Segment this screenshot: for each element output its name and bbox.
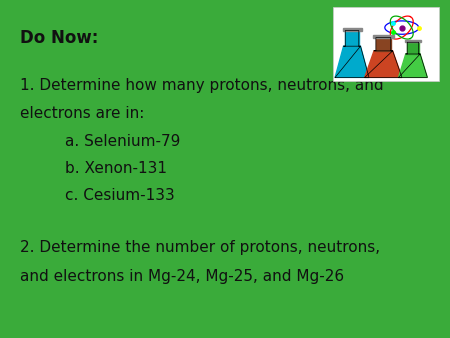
Polygon shape: [407, 42, 418, 54]
Polygon shape: [345, 30, 359, 46]
Text: a. Selenium-79: a. Selenium-79: [65, 134, 180, 148]
Text: c. Cesium-133: c. Cesium-133: [65, 188, 175, 202]
Text: Do Now:: Do Now:: [20, 29, 99, 47]
Polygon shape: [399, 54, 427, 77]
Text: b. Xenon-131: b. Xenon-131: [65, 161, 167, 175]
Text: electrons are in:: electrons are in:: [20, 106, 144, 121]
Polygon shape: [335, 46, 369, 77]
Polygon shape: [364, 51, 402, 77]
Text: 2. Determine the number of protons, neutrons,: 2. Determine the number of protons, neut…: [20, 240, 380, 255]
Polygon shape: [373, 35, 394, 38]
FancyBboxPatch shape: [333, 7, 439, 81]
Polygon shape: [342, 28, 361, 30]
Text: and electrons in Mg-24, Mg-25, and Mg-26: and electrons in Mg-24, Mg-25, and Mg-26: [20, 269, 344, 284]
Text: 1. Determine how many protons, neutrons, and: 1. Determine how many protons, neutrons,…: [20, 78, 384, 93]
Polygon shape: [376, 38, 391, 51]
Polygon shape: [405, 40, 421, 42]
